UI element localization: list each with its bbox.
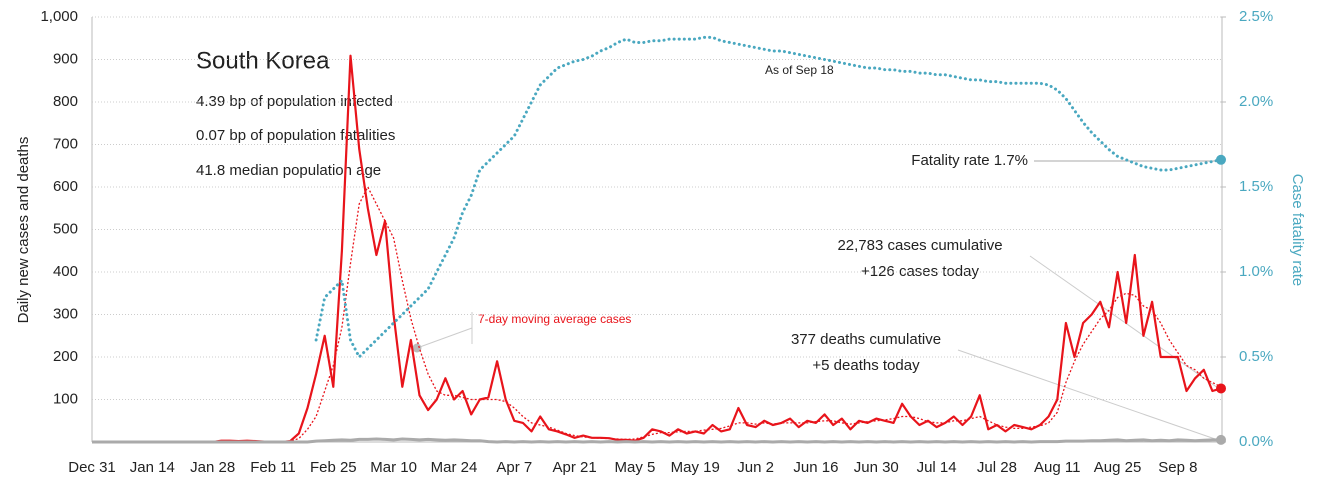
x-tick-label: Mar 24 (431, 459, 478, 476)
y-tick-label: 700 (53, 135, 78, 152)
y2-tick-label: 2.5% (1239, 8, 1273, 25)
series-line (314, 35, 1223, 359)
x-tick-label: Jul 28 (977, 459, 1017, 476)
y-axis-title: Daily new cases and deaths (15, 137, 32, 324)
y-tick-label: 800 (53, 93, 78, 110)
y-tick-label: 1,000 (40, 8, 78, 25)
as-of: As of Sep 18 (765, 63, 834, 77)
x-tick-label: Jan 28 (190, 459, 235, 476)
x-tick-label: Jun 16 (793, 459, 838, 476)
avg-label: 7-day moving average cases (478, 312, 631, 326)
x-tick-label: Jun 2 (737, 459, 774, 476)
y-tick-label: 500 (53, 220, 78, 237)
y-tick-label: 200 (53, 348, 78, 365)
end-dot (1216, 383, 1226, 394)
stat: 41.8 median population age (196, 162, 381, 179)
x-tick-label: Sep 8 (1158, 459, 1197, 476)
x-tick-label: Apr 21 (553, 459, 597, 476)
stat: 0.07 bp of population fatalities (196, 127, 395, 144)
x-tick-label: Jul 14 (917, 459, 957, 476)
y-tick-label: 400 (53, 263, 78, 280)
end-dot (1216, 434, 1226, 445)
x-tick-label: Feb 25 (310, 459, 357, 476)
y2-tick-label: 0.5% (1239, 348, 1273, 365)
y-tick-label: 300 (53, 305, 78, 322)
leader-dot (412, 343, 422, 353)
series-line (92, 437, 1221, 444)
leader (957, 349, 1219, 441)
x-tick-label: May 19 (671, 459, 720, 476)
x-tick-label: Feb 11 (250, 459, 296, 476)
x-tick-label: Apr 7 (496, 459, 532, 476)
cases-note: 22,783 cases cumulative (837, 237, 1002, 254)
x-tick-label: Jan 14 (130, 459, 175, 476)
y2-tick-label: 0.0% (1239, 433, 1273, 450)
deaths-note: +5 deaths today (812, 357, 920, 374)
x-tick-label: Dec 31 (68, 459, 116, 476)
leader (1029, 255, 1219, 389)
stat: 4.39 bp of population infected (196, 93, 393, 110)
country: South Korea (196, 47, 330, 74)
fatality-note: Fatality rate 1.7% (911, 152, 1028, 169)
series-line (92, 54, 1222, 444)
deaths-note: 377 deaths cumulative (791, 331, 941, 348)
x-tick-label: May 5 (615, 459, 656, 476)
x-tick-label: Aug 11 (1034, 459, 1080, 476)
y-tick-label: 900 (53, 50, 78, 67)
y-tick-label: 100 (53, 390, 78, 407)
x-tick-label: Mar 10 (370, 459, 417, 476)
y2-tick-label: 1.0% (1239, 263, 1273, 280)
y-tick-label: 600 (53, 178, 78, 195)
y2-tick-label: 2.0% (1239, 93, 1273, 110)
leader (416, 327, 473, 349)
end-dot (1216, 154, 1226, 165)
x-tick-label: Jun 30 (854, 459, 899, 476)
y2-tick-label: 1.5% (1239, 178, 1273, 195)
x-tick-label: Aug 25 (1094, 459, 1142, 476)
cases-note: +126 cases today (861, 263, 980, 280)
y2-axis-title: Case fatality rate (1289, 174, 1306, 287)
